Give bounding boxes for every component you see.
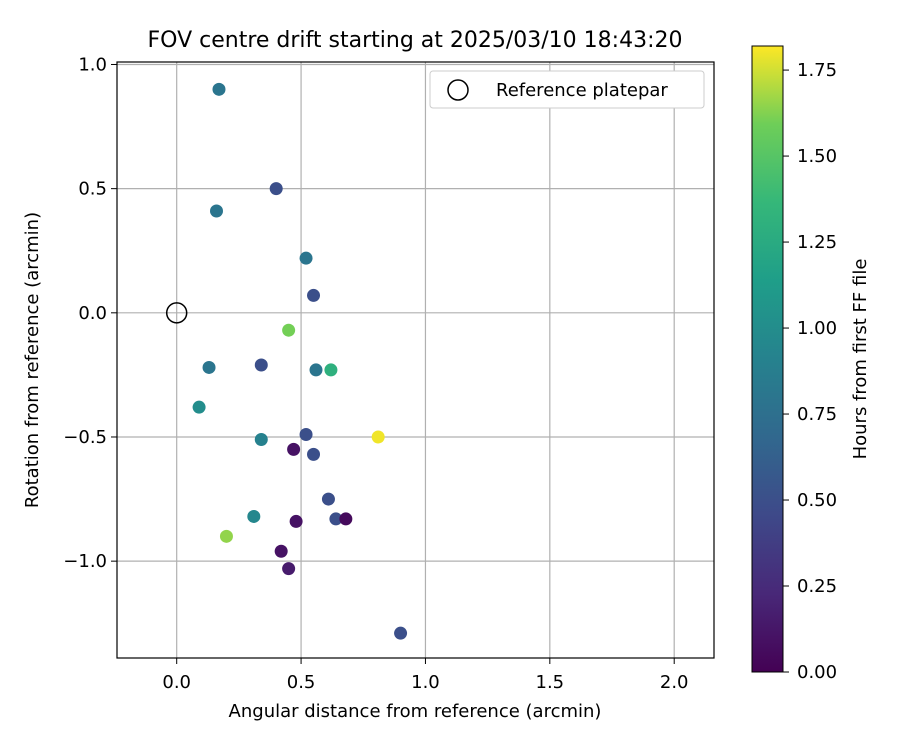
data-point-18 (289, 514, 303, 528)
legend-marker-hollow-circle (447, 79, 469, 101)
data-point-10 (192, 400, 206, 414)
colorbar-tick-label: 1.50 (797, 146, 837, 167)
y-tick-label: 1.0 (78, 54, 107, 75)
colorbar: 0.00 0.25 0.50 0.75 1.00 1.25 1.50 1.75 Hours f… (751, 45, 871, 683)
chart-title: FOV centre drift starting at 2025/03/10 … (148, 28, 683, 53)
data-point-19 (329, 512, 343, 526)
colorbar-tick-label: 0.25 (797, 576, 837, 597)
legend-label: Reference platepar (496, 80, 668, 101)
data-points (192, 82, 408, 640)
data-point-0 (212, 82, 226, 96)
data-point-9 (324, 363, 338, 377)
data-point-8 (309, 363, 323, 377)
data-point-20 (339, 512, 353, 526)
data-point-12 (299, 428, 313, 441)
data-point-3 (299, 251, 313, 265)
data-point-15 (307, 447, 321, 461)
plot-area (117, 62, 714, 658)
y-tick-label: 0.5 (78, 179, 107, 200)
grid (117, 62, 714, 658)
colorbar-tick-label: 0.00 (797, 662, 837, 683)
x-tick-label: 0.0 (162, 672, 191, 693)
legend-box (429, 70, 705, 109)
data-point-13 (371, 430, 385, 444)
y-tick-label: 0.0 (78, 303, 107, 324)
data-point-11 (254, 432, 268, 446)
reference-platepar-marker (165, 302, 188, 324)
y-tick-label: −1.0 (63, 551, 107, 572)
x-tick-label: 0.5 (287, 672, 316, 693)
x-tick-label: 1.0 (411, 672, 440, 693)
data-point-17 (247, 509, 261, 523)
reference-marker-layer (165, 302, 188, 324)
data-point-14 (287, 442, 301, 456)
y-tick-label: −0.5 (63, 427, 107, 448)
y-axis-label: Rotation from reference (arcmin) (22, 212, 43, 508)
data-point-21 (219, 529, 233, 543)
colorbar-tick-label: 1.00 (797, 318, 837, 339)
y-axis-ticks: 1.0 0.5 0.0 −0.5 −1.0 (63, 54, 117, 572)
colorbar-tick-label: 0.75 (797, 404, 837, 425)
data-point-5 (282, 323, 296, 337)
colorbar-tick-label: 0.50 (797, 490, 837, 511)
data-point-2 (210, 204, 223, 218)
data-point-6 (202, 360, 216, 374)
x-tick-label: 1.5 (536, 672, 565, 693)
data-point-1 (269, 182, 283, 196)
data-point-7 (254, 358, 268, 372)
data-point-23 (282, 562, 296, 576)
legend: Reference platepar (429, 70, 705, 109)
data-point-16 (321, 492, 335, 506)
data-point-22 (274, 544, 288, 558)
x-axis-ticks: 0.0 0.5 1.0 1.5 2.0 (162, 658, 689, 693)
plot-frame (116, 61, 715, 659)
colorbar-ticks: 0.00 0.25 0.50 0.75 1.00 1.25 1.50 1.75 (783, 60, 837, 683)
colorbar-label: Hours from first FF file (850, 259, 871, 460)
colorbar-gradient (751, 45, 784, 673)
colorbar-tick-label: 1.25 (797, 232, 837, 253)
colorbar-tick-label: 1.75 (797, 60, 837, 81)
data-point-24 (394, 626, 408, 640)
x-tick-label: 2.0 (660, 672, 689, 693)
data-point-4 (307, 288, 321, 302)
x-axis-label: Angular distance from reference (arcmin) (229, 701, 602, 722)
